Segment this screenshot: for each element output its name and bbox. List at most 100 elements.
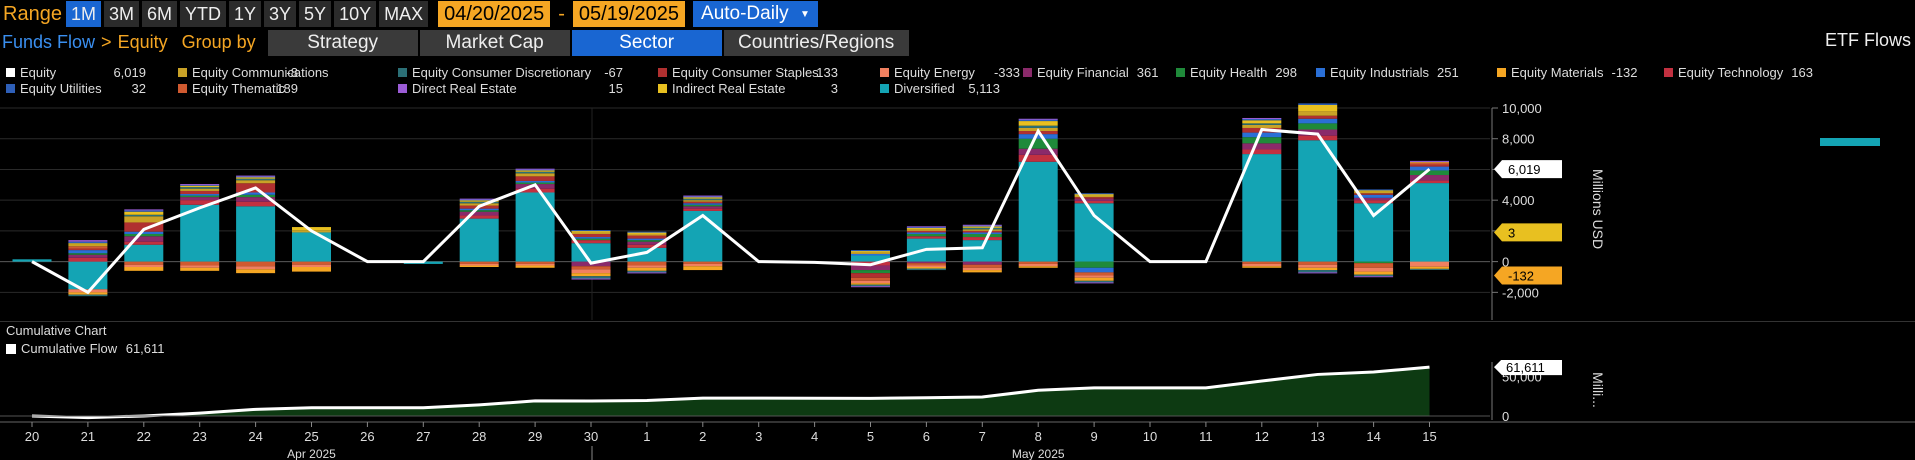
bar-segment [236, 201, 276, 207]
legend-name: Equity Utilities [20, 81, 102, 96]
legend-item[interactable]: Equity Materials -132 [1497, 65, 1638, 80]
bar-segment [1242, 137, 1282, 144]
breadcrumb-root[interactable]: Funds Flow [2, 32, 96, 52]
bar-segment [1018, 138, 1058, 149]
range-button-5y[interactable]: 5Y [299, 1, 332, 27]
tab-strategy[interactable]: Strategy [267, 29, 418, 56]
bar-segment [1410, 161, 1449, 165]
bar-segment [124, 267, 164, 271]
legend-value: 15 [608, 81, 623, 96]
legend-value: 6,019 [113, 65, 146, 80]
bar-segment [459, 201, 499, 204]
bar-segment [1354, 263, 1394, 268]
bar-segment [180, 184, 220, 186]
bar-segment [1298, 118, 1338, 124]
range-button-3m[interactable]: 3M [103, 1, 139, 27]
last-value-label: -132 [1508, 268, 1534, 283]
bar-segment [292, 261, 331, 265]
bar-segment [627, 265, 667, 268]
y-axis-label: Millions USD [1590, 169, 1606, 249]
bar-segment [515, 261, 555, 264]
x-tick-label: 6 [923, 429, 930, 444]
range-button-1m[interactable]: 1M [65, 1, 101, 27]
legend-item[interactable]: Equity Technology 163 [1664, 65, 1813, 80]
bar-segment [906, 263, 946, 266]
legend-swatch [6, 68, 15, 77]
legend-item[interactable]: Equity Health 298 [1176, 65, 1297, 80]
bar-segment [1354, 271, 1394, 275]
bar-segment [962, 264, 1002, 268]
bar-segment [68, 248, 108, 251]
legend-value: -132 [1611, 65, 1638, 80]
bar-segment [180, 184, 220, 186]
bar-segment [962, 232, 1002, 234]
bar-segment [236, 177, 276, 179]
bar-segment [1242, 120, 1282, 124]
legend-name: Direct Real Estate [412, 81, 517, 96]
bar-segment [851, 270, 890, 274]
bar-segment [1074, 203, 1114, 262]
legend-item[interactable]: Direct Real Estate 15 [398, 81, 623, 96]
bar-segment [1074, 197, 1114, 199]
range-label: Range [3, 2, 62, 25]
legend-item[interactable]: Equity Energy -333 [880, 65, 1020, 80]
end-date-input[interactable]: 05/19/2025 [572, 1, 686, 27]
legend-item[interactable]: Equity 6,019 [6, 65, 146, 80]
legend-item[interactable]: Equity Communications-8 [178, 65, 329, 80]
x-tick-label: 27 [416, 429, 430, 444]
bar-segment [236, 266, 276, 270]
tab-countries-regions[interactable]: Countries/Regions [723, 29, 909, 56]
y-tick-label: 0 [1502, 255, 1509, 270]
frequency-dropdown[interactable]: Auto-Daily ▼ [693, 1, 818, 27]
range-button-max[interactable]: MAX [379, 1, 429, 27]
bar-segment [851, 253, 890, 256]
range-button-3y[interactable]: 3Y [264, 1, 297, 27]
legend-item[interactable]: Equity Consumer Discretionary -67 [398, 65, 623, 80]
bar-segment [68, 253, 108, 255]
legend-value: -67 [604, 65, 623, 80]
range-button-1y[interactable]: 1Y [228, 1, 262, 27]
legend-item[interactable]: Indirect Real Estate 3 [658, 81, 838, 96]
bar-segment [1354, 190, 1394, 192]
bar-segment [515, 173, 555, 177]
x-tick-label: 10 [1143, 429, 1157, 444]
bar-segment [515, 169, 555, 171]
bar-segment [627, 231, 667, 233]
range-button-6m[interactable]: 6M [141, 1, 177, 27]
range-buttons: 1M 3M 6M YTD 1Y 3Y 5Y 10Y MAX [65, 1, 438, 27]
range-button-ytd[interactable]: YTD [179, 1, 226, 27]
legend-item[interactable]: Equity Industrials 251 [1316, 65, 1459, 80]
bar-segment [627, 233, 667, 236]
legend-value: 163 [1791, 65, 1813, 80]
start-date-input[interactable]: 04/20/2025 [438, 1, 551, 27]
bar-segment [180, 200, 220, 205]
y-tick-label: 4,000 [1502, 193, 1535, 208]
bar-segment [1242, 263, 1282, 267]
bar-segment [627, 270, 667, 273]
legend-value: 251 [1437, 65, 1459, 80]
bar-segment [180, 185, 220, 188]
legend-item[interactable]: Equity Financial 361 [1023, 65, 1158, 80]
bar-segment [683, 208, 723, 211]
bar-segment [1298, 135, 1338, 141]
bar-segment [68, 254, 108, 258]
range-button-10y[interactable]: 10Y [334, 1, 377, 27]
legend-item[interactable]: Equity Thematic189 [178, 81, 298, 96]
bar-segment [962, 230, 1002, 233]
legend-item[interactable]: Equity Utilities 32 [6, 81, 146, 96]
x-month-label: Apr 2025 [287, 447, 336, 460]
legend-item[interactable]: Equity Consumer Staples133 [658, 65, 838, 80]
bar-segment [459, 263, 499, 266]
bar-segment [459, 265, 499, 267]
x-tick-label: 14 [1366, 429, 1380, 444]
bar-segment [1074, 275, 1114, 278]
tab-sector[interactable]: Sector [571, 29, 722, 56]
bar-segment [1242, 266, 1282, 268]
bar-segment [180, 194, 220, 196]
bar-segment [292, 264, 331, 267]
breadcrumb-leaf[interactable]: Equity [117, 32, 168, 52]
bar-segment [236, 180, 276, 184]
tab-market-cap[interactable]: Market Cap [419, 29, 570, 56]
legend-item[interactable]: Diversified 5,113 [880, 81, 1000, 96]
bar-segment [962, 240, 1002, 262]
